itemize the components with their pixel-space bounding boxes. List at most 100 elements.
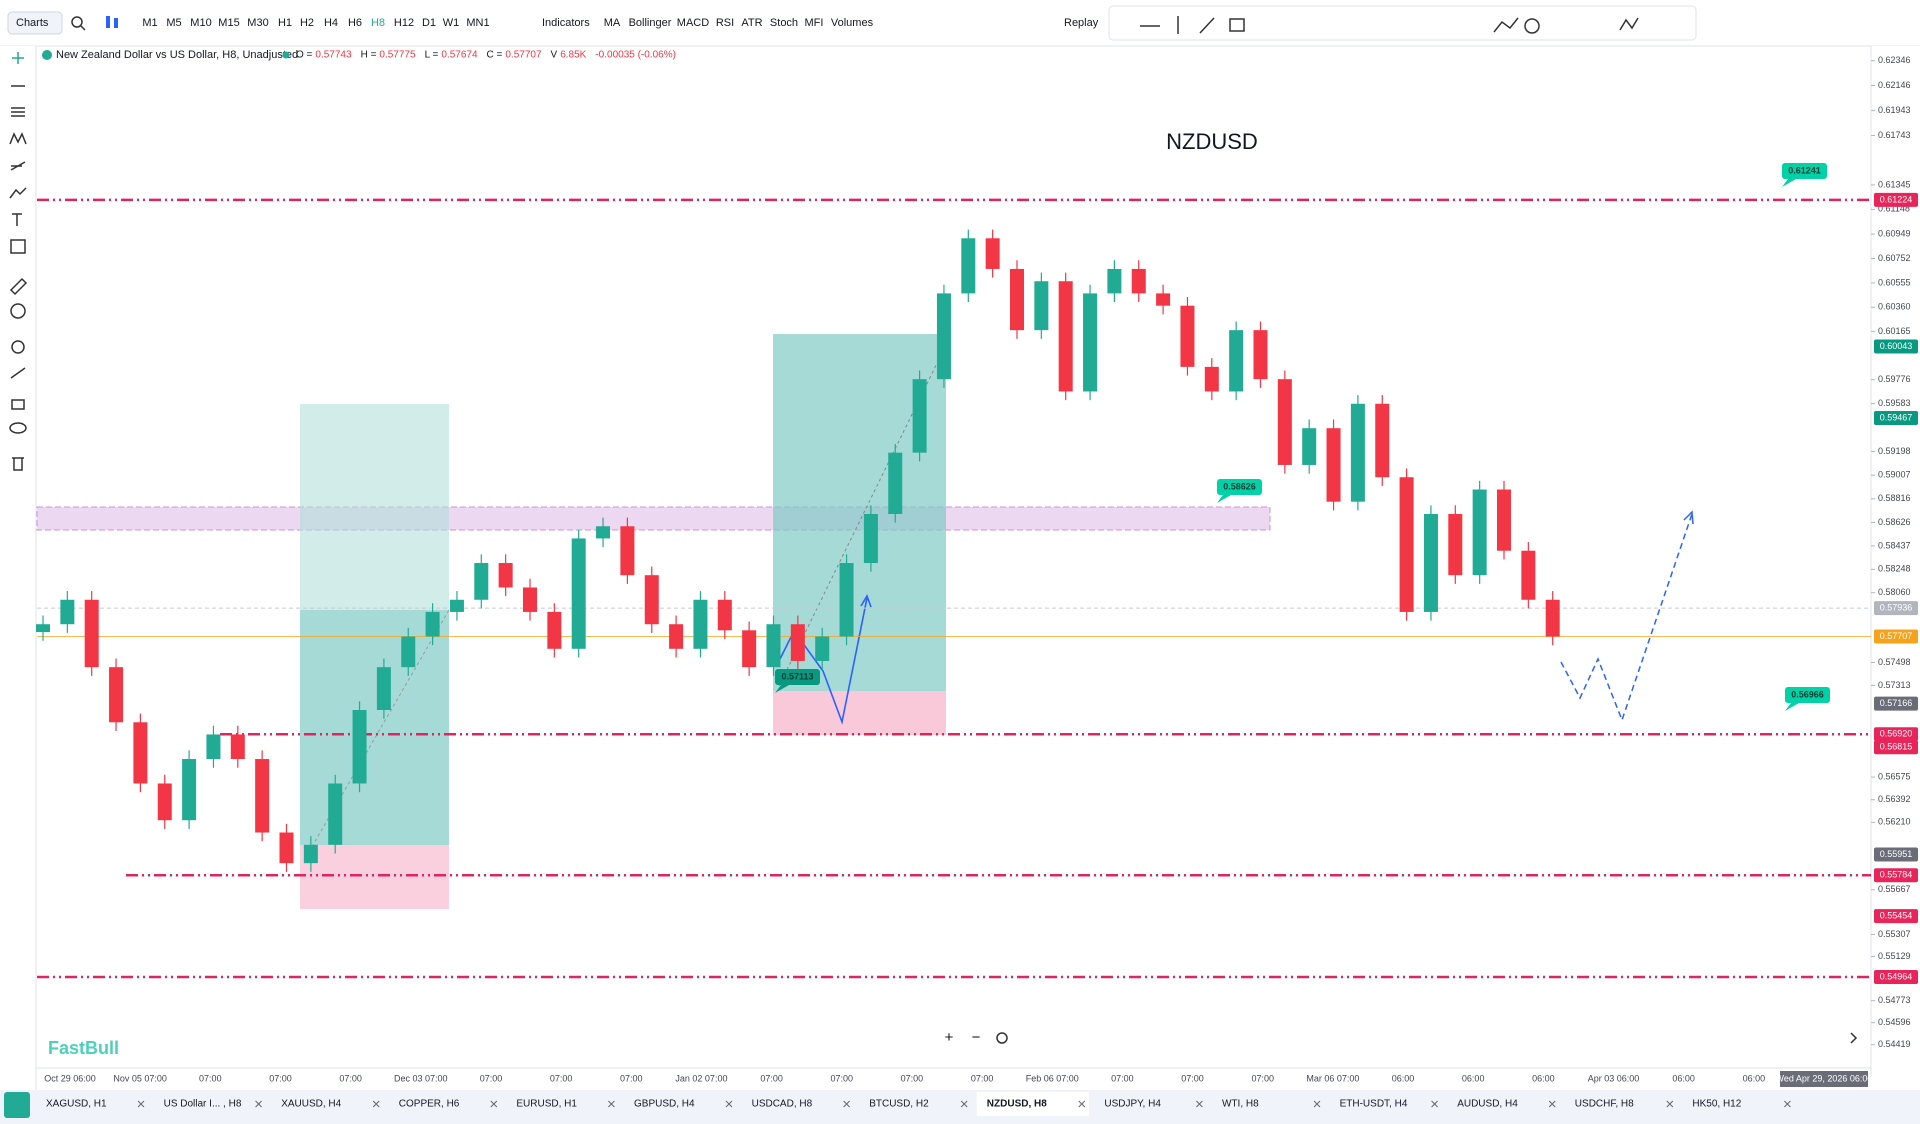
y-tick-label: 0.56575	[1878, 771, 1911, 781]
tab[interactable]: WTI, H8	[1222, 1099, 1259, 1110]
indicator[interactable]: Volumes	[831, 17, 874, 29]
tab[interactable]: HK50, H12	[1692, 1099, 1741, 1110]
tab-close[interactable]	[372, 1100, 380, 1108]
y-tick-label: 0.54419	[1878, 1039, 1911, 1049]
timeframe[interactable]: M10	[190, 17, 211, 29]
timeframe[interactable]: H4	[324, 17, 338, 29]
tab-close[interactable]	[960, 1100, 968, 1108]
y-tick-label: 0.60555	[1878, 277, 1911, 287]
tab-close[interactable]	[137, 1100, 145, 1108]
timeframe[interactable]: D1	[422, 17, 436, 29]
status-dot	[282, 51, 290, 59]
chart-type-icon[interactable]	[106, 16, 110, 28]
tab-close[interactable]	[1548, 1100, 1556, 1108]
timeframe[interactable]: H1	[278, 17, 292, 29]
tab[interactable]: XAUUSD, H4	[281, 1099, 341, 1110]
reset-view[interactable]	[996, 1032, 1008, 1044]
y-tick-label: 0.59007	[1878, 470, 1911, 480]
tool-fib[interactable]	[11, 107, 25, 117]
x-tick-label: 07:00	[1251, 1073, 1274, 1083]
timeframe[interactable]: H2	[300, 17, 314, 29]
tool-crosshair[interactable]	[12, 52, 24, 64]
tool-lock[interactable]	[11, 399, 25, 410]
legend-value: 0.57775	[379, 50, 416, 61]
tab[interactable]: AUDUSD, H4	[1457, 1099, 1518, 1110]
tab[interactable]: USDJPY, H4	[1104, 1099, 1161, 1110]
timeframe[interactable]: H6	[348, 17, 362, 29]
levels	[37, 198, 1871, 979]
replay-button[interactable]: Replay	[1064, 17, 1099, 29]
timeframe[interactable]: M15	[218, 17, 239, 29]
tab[interactable]: BTCUSD, H2	[869, 1099, 929, 1110]
tab-close[interactable]	[1078, 1100, 1086, 1108]
indicator[interactable]: MA	[604, 17, 621, 29]
timeframe[interactable]: M5	[166, 17, 181, 29]
tab-close[interactable]	[1431, 1100, 1438, 1108]
tab-close[interactable]	[843, 1100, 850, 1108]
tab-close[interactable]	[1196, 1100, 1203, 1108]
indicator[interactable]: Stoch	[770, 17, 798, 29]
indicator[interactable]: Bollinger	[629, 17, 672, 29]
price-tag-label: 0.55951	[1880, 849, 1913, 859]
indicator[interactable]: RSI	[716, 17, 734, 29]
tool-pitchfork[interactable]	[10, 161, 26, 171]
search-icon[interactable]	[71, 16, 83, 28]
tab[interactable]: USDCAD, H8	[752, 1099, 813, 1110]
tab[interactable]: GBPUSD, H4	[634, 1099, 695, 1110]
tool-pattern[interactable]	[9, 132, 27, 145]
tab-close[interactable]	[608, 1100, 615, 1108]
tab[interactable]: XAGUSD, H1	[46, 1099, 107, 1110]
menu-button[interactable]	[7, 11, 63, 35]
timeframe[interactable]: H8	[371, 17, 385, 29]
candle-body	[449, 599, 464, 612]
zoom-in[interactable]: +	[945, 1029, 954, 1046]
indicators-button[interactable]: Indicators	[542, 17, 590, 29]
timeframe[interactable]: W1	[443, 17, 460, 29]
indicator[interactable]: MFI	[805, 17, 824, 29]
tool-trash[interactable]	[12, 457, 24, 471]
draw-rect[interactable]	[1229, 18, 1245, 32]
tab-close[interactable]	[1313, 1100, 1321, 1108]
candle-body	[1010, 268, 1024, 331]
draw-circle[interactable]	[1524, 18, 1540, 34]
tool-trend[interactable]	[9, 187, 27, 199]
favorites-button[interactable]	[4, 1092, 30, 1118]
tool-brush[interactable]	[10, 367, 26, 379]
scroll-right[interactable]	[1850, 1032, 1858, 1044]
timeframe[interactable]: H12	[394, 17, 414, 29]
tool-magnet[interactable]	[11, 340, 25, 354]
tab-close[interactable]	[725, 1100, 733, 1108]
tool-zoom[interactable]	[10, 303, 26, 319]
indicator[interactable]: MACD	[677, 17, 709, 29]
candle-body	[766, 624, 781, 668]
zoom-out[interactable]: −	[972, 1029, 981, 1046]
menu-label[interactable]: Charts	[16, 17, 49, 29]
draw-pattern[interactable]	[1619, 17, 1639, 31]
y-tick-label: 0.57313	[1878, 680, 1911, 690]
tab[interactable]: ETH-USDT, H4	[1340, 1099, 1408, 1110]
tool-eye[interactable]	[9, 422, 27, 434]
timeframe[interactable]: M30	[247, 17, 268, 29]
tab-close[interactable]	[1666, 1100, 1674, 1108]
tab-close[interactable]	[255, 1100, 262, 1108]
tab[interactable]: US Dollar I... , H8	[164, 1099, 242, 1110]
tab[interactable]: NZDUSD, H8	[987, 1099, 1047, 1110]
timeframe[interactable]: M1	[142, 17, 157, 29]
indicator[interactable]: ATR	[741, 17, 762, 29]
tool-ruler[interactable]	[9, 277, 28, 296]
candle-body	[206, 734, 221, 760]
tab-close[interactable]	[490, 1100, 498, 1108]
timeframe[interactable]: MN1	[466, 17, 489, 29]
tool-note[interactable]	[10, 239, 26, 254]
x-tick-label: 06:00	[1392, 1073, 1415, 1083]
tab[interactable]: COPPER, H6	[399, 1099, 460, 1110]
candle-body	[1034, 281, 1049, 331]
draw-trend[interactable]	[1199, 17, 1215, 34]
tab[interactable]: USDCHF, H8	[1575, 1099, 1634, 1110]
chart-title: NZDUSD	[1166, 129, 1258, 154]
tab-close[interactable]	[1784, 1100, 1791, 1108]
draw-path[interactable]	[1493, 17, 1519, 33]
tab[interactable]: EURUSD, H1	[516, 1099, 577, 1110]
tool-text[interactable]	[12, 213, 22, 226]
